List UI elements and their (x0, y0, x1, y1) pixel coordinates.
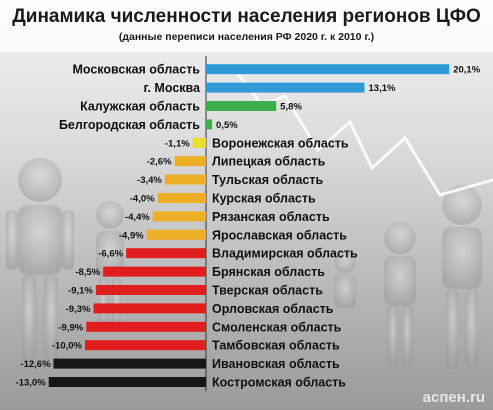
bar (95, 285, 206, 295)
decorative-figures-illustration (6, 158, 482, 369)
category-label: Рязанская область (212, 210, 330, 224)
data-label: 0,5% (216, 120, 238, 131)
data-label: -2,6% (147, 157, 172, 168)
data-label: -4,9% (119, 230, 144, 241)
data-label: -4,0% (130, 194, 155, 205)
data-label: -9,3% (66, 304, 91, 315)
data-label: -3,4% (137, 175, 162, 186)
category-label: Владимирская область (212, 247, 358, 261)
chart-subtitle: (данные переписи населения РФ 2020 г. к … (118, 31, 375, 43)
bar (103, 266, 206, 277)
category-label: Орловская область (212, 302, 334, 316)
bar (206, 82, 365, 93)
data-label: 20,1% (453, 65, 480, 76)
category-label: Тульская область (212, 173, 324, 187)
data-label: -9,9% (58, 322, 83, 333)
bar (53, 358, 206, 369)
data-label: 13,1% (369, 83, 396, 94)
data-label: -12,6% (20, 359, 51, 370)
bar (206, 64, 450, 75)
bar (48, 377, 207, 387)
category-label: Курская область (212, 192, 316, 206)
category-label: Воронежская область (212, 136, 349, 150)
category-label: Белгородская область (59, 118, 200, 132)
data-label: -6,6% (98, 249, 123, 260)
category-label: Калужская область (80, 100, 200, 114)
category-label: Костромская область (212, 376, 346, 390)
bar (146, 229, 206, 240)
data-label: -8,5% (75, 267, 100, 278)
category-label: г. Москва (144, 81, 202, 95)
bar (86, 321, 206, 332)
category-label: Ярославская область (212, 228, 347, 242)
data-label: -4,4% (125, 212, 150, 223)
data-label: 5,8% (280, 102, 302, 113)
bar (85, 340, 206, 351)
data-label: -13,0% (16, 378, 47, 389)
bar (157, 193, 206, 203)
data-label: -9,1% (68, 286, 93, 297)
category-label: Брянская область (212, 265, 325, 279)
bar (152, 211, 206, 222)
chart-title: Динамика численности населения регионов … (12, 6, 481, 27)
watermark-logo: аспен.ru (422, 389, 485, 406)
category-label: Московская область (72, 63, 200, 77)
bar (174, 156, 206, 167)
bar (126, 248, 206, 259)
bar (206, 119, 213, 130)
category-label: Тамбовская область (212, 339, 340, 353)
bar (93, 303, 206, 314)
data-label: -1,1% (165, 138, 190, 149)
category-label: Ивановская область (212, 357, 340, 371)
bar (206, 101, 277, 111)
category-label: Смоленская область (212, 320, 342, 334)
category-label: Липецкая область (212, 155, 326, 169)
bar (192, 137, 206, 148)
bar (164, 174, 206, 185)
data-label: -10,0% (52, 341, 83, 352)
category-label: Тверская область (212, 284, 323, 298)
